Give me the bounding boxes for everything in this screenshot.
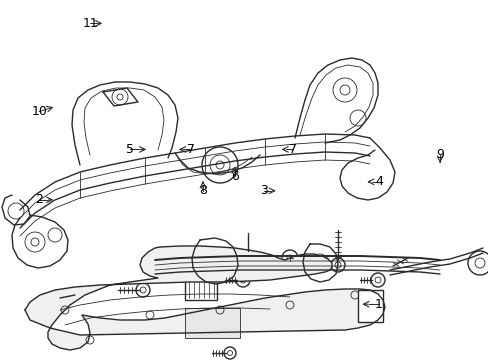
Text: 9: 9 [435,148,443,161]
Text: 5: 5 [125,143,133,156]
FancyBboxPatch shape [357,290,382,322]
Text: 1: 1 [374,298,382,311]
Text: 6: 6 [230,170,238,183]
Text: 8: 8 [199,184,206,197]
Polygon shape [25,246,384,350]
FancyBboxPatch shape [184,308,240,338]
FancyBboxPatch shape [184,280,217,300]
Text: 2: 2 [35,193,43,206]
Text: 3: 3 [260,184,267,197]
Text: 4: 4 [374,175,382,188]
Text: 7: 7 [289,143,297,156]
Text: 10: 10 [31,105,47,118]
Text: 11: 11 [82,17,98,30]
Text: 7: 7 [186,143,194,156]
